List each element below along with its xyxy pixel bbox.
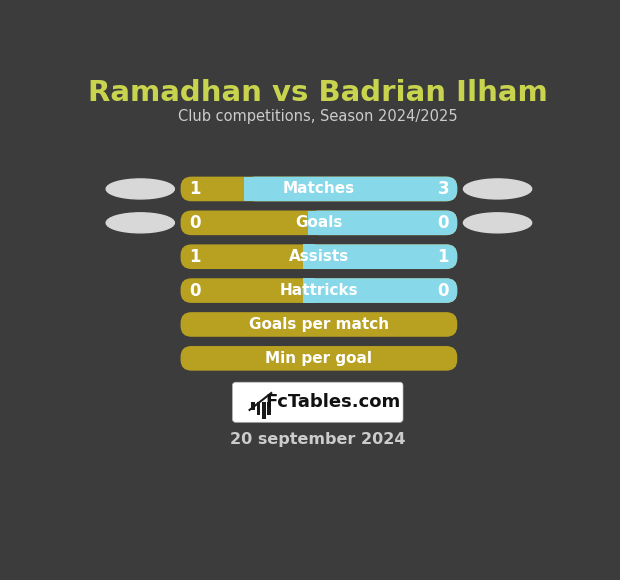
FancyBboxPatch shape bbox=[180, 177, 458, 201]
Bar bbox=[308, 211, 321, 235]
Ellipse shape bbox=[463, 213, 532, 233]
FancyBboxPatch shape bbox=[180, 278, 458, 303]
FancyBboxPatch shape bbox=[232, 382, 403, 422]
FancyBboxPatch shape bbox=[303, 278, 458, 303]
Text: 1: 1 bbox=[438, 248, 449, 266]
FancyBboxPatch shape bbox=[180, 211, 458, 235]
FancyBboxPatch shape bbox=[180, 244, 458, 269]
FancyBboxPatch shape bbox=[180, 346, 458, 371]
Text: Goals: Goals bbox=[295, 215, 343, 230]
Bar bbox=[262, 403, 266, 419]
FancyBboxPatch shape bbox=[303, 244, 458, 269]
Text: Goals per match: Goals per match bbox=[249, 317, 389, 332]
Text: 1: 1 bbox=[188, 180, 200, 198]
Ellipse shape bbox=[106, 179, 174, 199]
Text: 0: 0 bbox=[188, 214, 200, 232]
FancyBboxPatch shape bbox=[308, 211, 458, 235]
Text: 3: 3 bbox=[438, 180, 449, 198]
Text: FcTables.com: FcTables.com bbox=[265, 393, 401, 411]
Bar bbox=[257, 403, 260, 415]
Bar bbox=[303, 244, 315, 269]
Text: Hattricks: Hattricks bbox=[280, 283, 358, 298]
FancyBboxPatch shape bbox=[180, 312, 458, 337]
Text: Club competitions, Season 2024/2025: Club competitions, Season 2024/2025 bbox=[178, 109, 458, 124]
Text: 0: 0 bbox=[438, 214, 449, 232]
Bar bbox=[244, 177, 257, 201]
Text: Min per goal: Min per goal bbox=[265, 351, 373, 366]
Bar bbox=[303, 278, 315, 303]
Text: 0: 0 bbox=[188, 282, 200, 300]
Text: Matches: Matches bbox=[283, 182, 355, 197]
Ellipse shape bbox=[463, 179, 532, 199]
Text: 0: 0 bbox=[438, 282, 449, 300]
Text: 1: 1 bbox=[188, 248, 200, 266]
Text: Ramadhan vs Badrian Ilham: Ramadhan vs Badrian Ilham bbox=[88, 79, 547, 107]
Bar bbox=[267, 403, 272, 415]
FancyBboxPatch shape bbox=[244, 177, 458, 201]
Bar bbox=[251, 403, 255, 410]
Text: Assists: Assists bbox=[289, 249, 349, 264]
Text: 20 september 2024: 20 september 2024 bbox=[230, 432, 405, 447]
Ellipse shape bbox=[106, 213, 174, 233]
